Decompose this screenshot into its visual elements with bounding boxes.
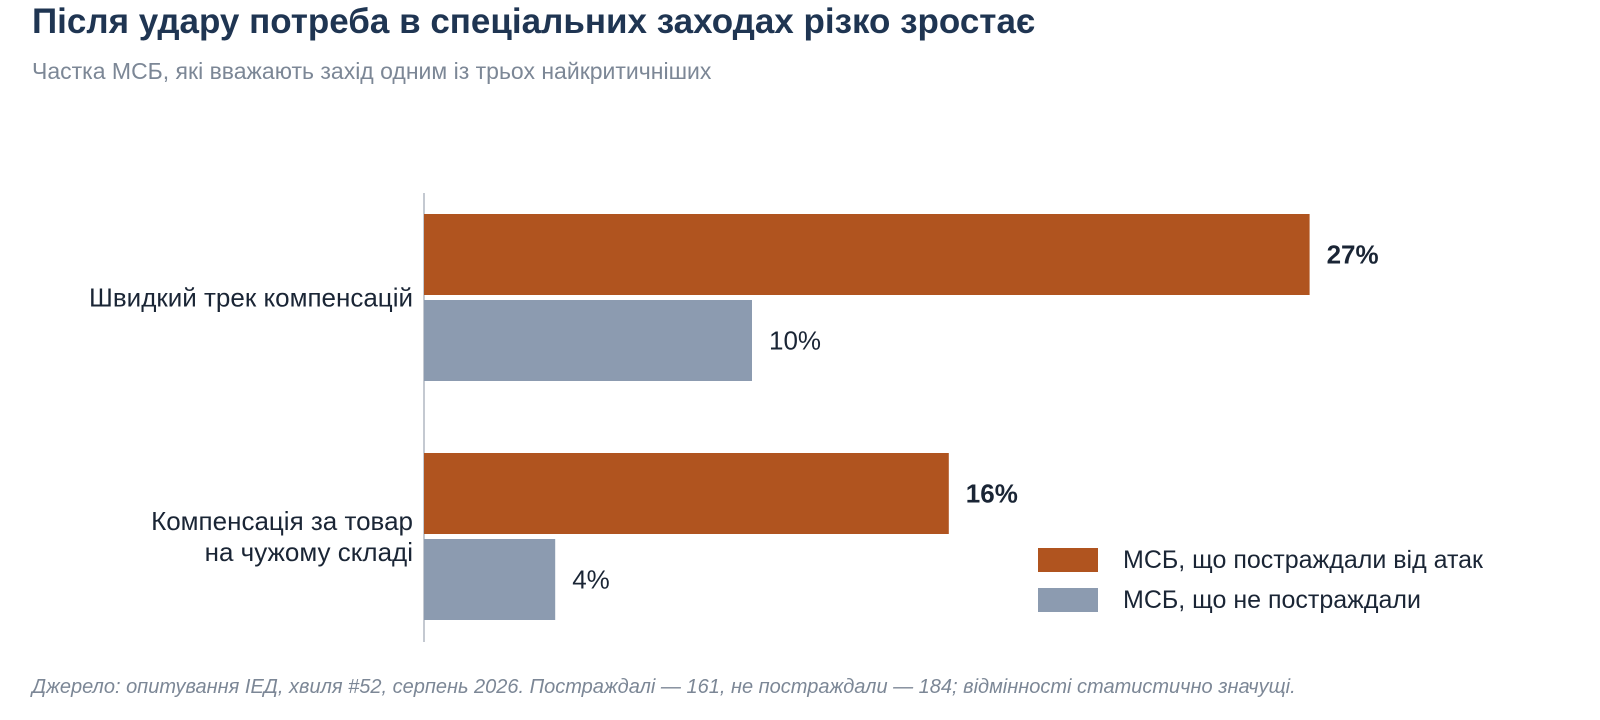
source-note: Джерело: опитування ІЕД, хвиля #52, серп… <box>32 676 1296 698</box>
bar-not-affected-1 <box>424 539 556 620</box>
bar-not-affected-0 <box>424 300 752 381</box>
legend-item-not-affected: МСБ, що не постраждали <box>1038 580 1483 620</box>
category-label-1-line-1: на чужому складі <box>205 537 413 567</box>
data-label-not-affected-0: 10% <box>769 326 821 356</box>
bar-affected-0 <box>424 214 1310 295</box>
legend-swatch-not-affected <box>1038 588 1098 612</box>
legend-label-not-affected: МСБ, що не постраждали <box>1123 585 1421 614</box>
bar-affected-1 <box>424 453 949 534</box>
data-label-affected-1: 16% <box>966 479 1018 509</box>
legend-item-affected: МСБ, що постраждали від атак <box>1038 540 1483 580</box>
data-label-affected-0: 27% <box>1327 240 1379 270</box>
chart-legend: МСБ, що постраждали від атак МСБ, що не … <box>1038 540 1483 620</box>
category-label-1-line-0: Компенсація за товар <box>151 506 413 536</box>
chart-title: Після удару потреба в спеціальних захода… <box>32 2 1036 41</box>
data-label-not-affected-1: 4% <box>572 565 610 595</box>
category-label-0-line-0: Швидкий трек компенсацій <box>89 283 413 313</box>
legend-swatch-affected <box>1038 548 1098 572</box>
legend-label-affected: МСБ, що постраждали від атак <box>1123 545 1483 574</box>
chart-subtitle: Частка МСБ, які вважають захід одним із … <box>32 58 712 84</box>
